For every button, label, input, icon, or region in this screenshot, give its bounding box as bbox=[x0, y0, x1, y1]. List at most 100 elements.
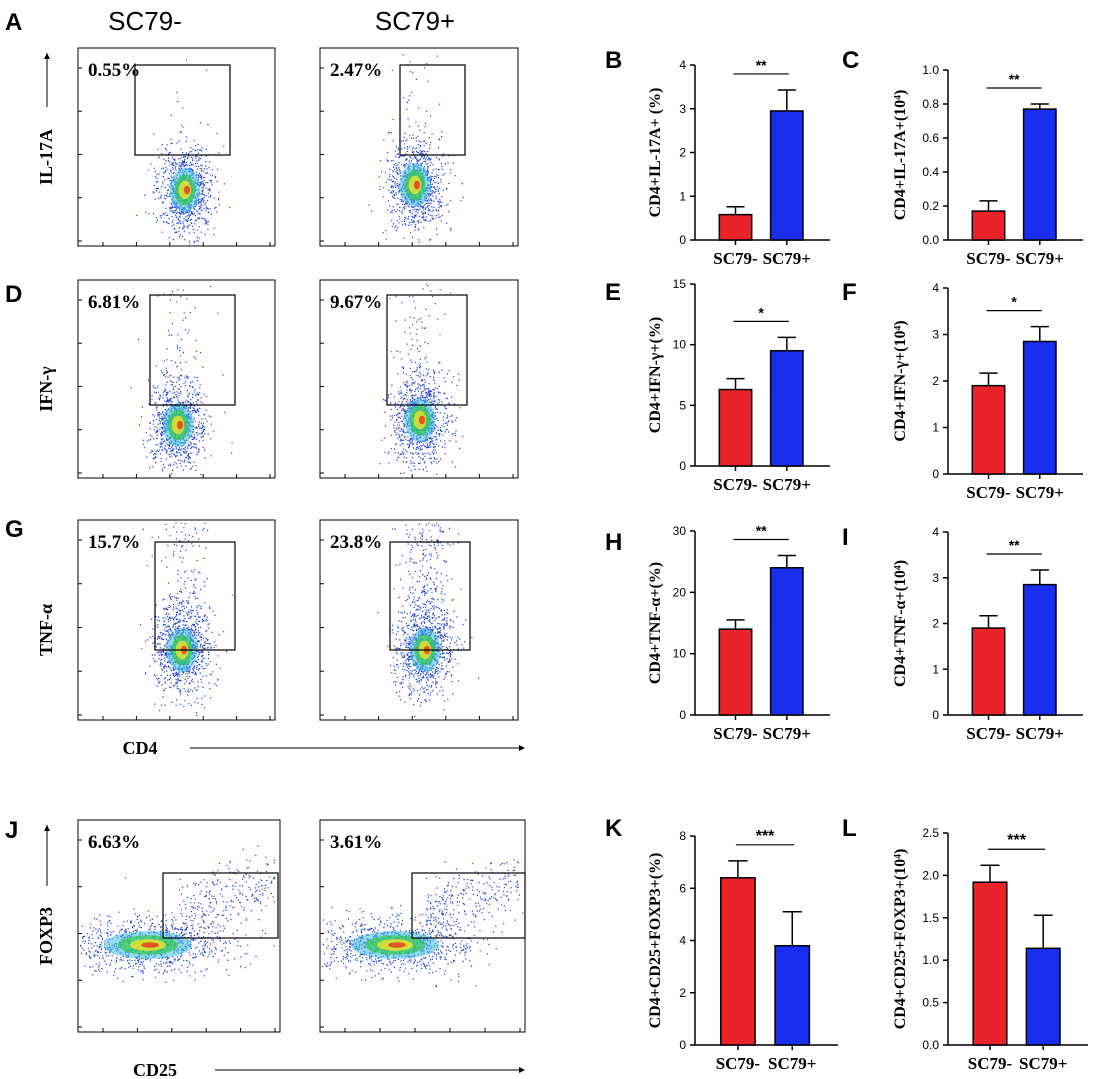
bar-sc79-neg bbox=[971, 210, 1006, 241]
flow-plot-g-pos: 23.8% bbox=[319, 519, 519, 721]
flow-plot-a-pos: 2.47% bbox=[319, 47, 519, 247]
flow-plot-d-pos: 9.67% bbox=[319, 279, 519, 479]
bar-chart-i: I 0 1 2 3 4 CD4+TNF-α+(10⁴) SC79- SC79+ ** bbox=[842, 524, 1083, 743]
y-tick-label: 0 bbox=[932, 708, 939, 722]
y-axis-label: CD4+IL-17A+(10⁴) bbox=[892, 90, 909, 221]
y-tick-label: 0 bbox=[679, 233, 686, 247]
x-tick-label: SC79- bbox=[713, 249, 758, 268]
y-tick-label: 10 bbox=[673, 338, 687, 352]
bar-sc79-neg bbox=[718, 213, 753, 241]
y-axis-label: CD4+IL-17A+ (%) bbox=[647, 88, 664, 218]
x-axis-arrowhead-g bbox=[519, 745, 525, 751]
gate-rectangle bbox=[149, 294, 236, 406]
y-tick-label: 0 bbox=[679, 1038, 686, 1052]
y-tick-label: 1 bbox=[932, 662, 939, 676]
plot-frame bbox=[77, 47, 276, 247]
density-level-red bbox=[413, 180, 421, 190]
bar-chart-f: F 0 1 2 3 4 CD4+IFN-γ+(10⁴) SC79- SC79+ * bbox=[842, 279, 1083, 502]
x-tick-label: SC79+ bbox=[1016, 249, 1064, 268]
panel-label-a: A bbox=[5, 9, 22, 36]
y-tick-label: 0 bbox=[679, 459, 686, 473]
y-tick-label: 1 bbox=[932, 421, 939, 435]
bar-sc79-pos bbox=[769, 110, 804, 241]
gate-percent-label: 9.67% bbox=[330, 292, 382, 313]
panel-label-h: H bbox=[605, 529, 622, 556]
gate-rectangle bbox=[411, 872, 526, 939]
panel-label-l: L bbox=[842, 815, 857, 842]
bar-sc79-pos bbox=[1025, 947, 1061, 1046]
plot-frame bbox=[319, 47, 519, 247]
density-level-red bbox=[176, 420, 184, 430]
y-tick-label: 3 bbox=[932, 328, 939, 342]
y-axis-arrowhead-a bbox=[44, 53, 50, 59]
column-header-sc79-neg: SC79- bbox=[108, 6, 182, 36]
y-tick-label: 4 bbox=[932, 525, 939, 539]
column-header-sc79-pos: SC79+ bbox=[375, 6, 455, 36]
x-tick-label: SC79+ bbox=[763, 475, 811, 494]
flow-panel-g: G TNF-α 15.7% 23.8% CD4 bbox=[5, 516, 525, 758]
flow-plot-a-neg: 0.55% bbox=[77, 47, 276, 247]
y-tick-label: 1.0 bbox=[922, 63, 939, 77]
x-axis-arrowhead-j bbox=[519, 1067, 525, 1073]
bar-sc79-pos bbox=[1022, 583, 1057, 716]
panel-label-b: B bbox=[605, 47, 622, 74]
gate-percent-label: 6.63% bbox=[88, 832, 140, 853]
y-tick-label: 4 bbox=[932, 281, 939, 295]
significance-stars: ** bbox=[1009, 71, 1020, 87]
y-tick-label: 2 bbox=[679, 146, 686, 160]
panel-label-k: K bbox=[605, 815, 623, 842]
panel-label-j: J bbox=[5, 817, 18, 844]
x-tick-label: SC79- bbox=[966, 483, 1011, 502]
gate-rectangle bbox=[162, 872, 279, 939]
gate-rectangle bbox=[154, 541, 236, 651]
y-axis-label: CD4+CD25+FOXP3+(10⁴) bbox=[892, 849, 909, 1030]
density-level-red bbox=[183, 185, 191, 195]
plot-frame bbox=[77, 819, 281, 1033]
bar-chart-h: H 0 10 20 30 CD4+TNF-α+(%) SC79- SC79+ ** bbox=[605, 523, 830, 743]
x-tick-label: SC79- bbox=[966, 249, 1011, 268]
bar-chart-e: E 0 5 10 15 CD4+IFN-γ+(%) SC79- SC79+ * bbox=[605, 277, 830, 494]
gate-rectangle bbox=[386, 294, 468, 406]
y-tick-label: 4 bbox=[679, 58, 686, 72]
plot-frame bbox=[319, 279, 519, 479]
panel-label-c: C bbox=[842, 47, 859, 74]
bar-chart-k: K 0 2 4 6 8 CD4+CD25+FOXP3+(%) SC79- SC79+ *** bbox=[605, 815, 838, 1073]
gate-rectangle bbox=[134, 64, 231, 156]
flow-plot-g-neg: 15.7% bbox=[77, 519, 276, 721]
flow-panel-a: A IL-17A 0.55% 2.47% bbox=[5, 9, 519, 247]
y-axis-label: CD4+TNF-α+(10⁴) bbox=[892, 560, 909, 687]
x-tick-label: SC79+ bbox=[1016, 724, 1064, 743]
y-tick-label: 20 bbox=[673, 585, 687, 599]
x-tick-label: SC79+ bbox=[1019, 1054, 1067, 1073]
y-tick-label: 0.0 bbox=[922, 233, 939, 247]
y-tick-label: 0.2 bbox=[922, 199, 939, 213]
y-axis-label: CD4+IFN-γ+(10⁴) bbox=[892, 320, 909, 441]
y-tick-label: 3 bbox=[679, 102, 686, 116]
gate-percent-label: 15.7% bbox=[88, 532, 140, 553]
significance-stars: * bbox=[758, 304, 764, 320]
y-tick-label: 10 bbox=[673, 647, 687, 661]
bar-chart-l: L 0.0 0.5 1.0 1.5 2.0 2.5 CD4+CD25+FOXP3+(10⁴) S… bbox=[842, 815, 1088, 1073]
y-axis-label: CD4+TNF-α+(%) bbox=[647, 562, 664, 684]
y-tick-label: 3 bbox=[932, 571, 939, 585]
y-axis-label: CD4+CD25+FOXP3+(%) bbox=[647, 853, 664, 1029]
x-tick-label: SC79+ bbox=[1016, 483, 1064, 502]
bar-sc79-neg bbox=[972, 881, 1008, 1046]
flow-plot-j-pos: 3.61% bbox=[319, 819, 526, 1033]
x-tick-label: SC79- bbox=[966, 724, 1011, 743]
y-tick-label: 6 bbox=[679, 881, 686, 895]
panel-label-e: E bbox=[605, 279, 621, 306]
bar-sc79-neg bbox=[718, 628, 753, 716]
y-tick-label: 8 bbox=[679, 829, 686, 843]
bar-sc79-pos bbox=[1022, 340, 1057, 475]
gate-percent-label: 0.55% bbox=[88, 60, 140, 81]
bar-sc79-pos bbox=[769, 349, 804, 467]
y-axis-label-a: IL-17A bbox=[36, 129, 56, 185]
x-tick-label: SC79- bbox=[713, 475, 758, 494]
bar-chart-c: C 0.0 0.2 0.4 0.6 0.8 1.0 CD4+IL-17A+(10⁴) SC79-… bbox=[842, 47, 1083, 268]
density-level-red bbox=[388, 942, 406, 948]
bar-sc79-neg bbox=[971, 627, 1006, 716]
y-tick-label: 0.6 bbox=[922, 131, 939, 145]
y-axis-label-d: IFN-γ bbox=[36, 366, 56, 412]
y-axis-label-j: FOXP3 bbox=[36, 907, 56, 965]
